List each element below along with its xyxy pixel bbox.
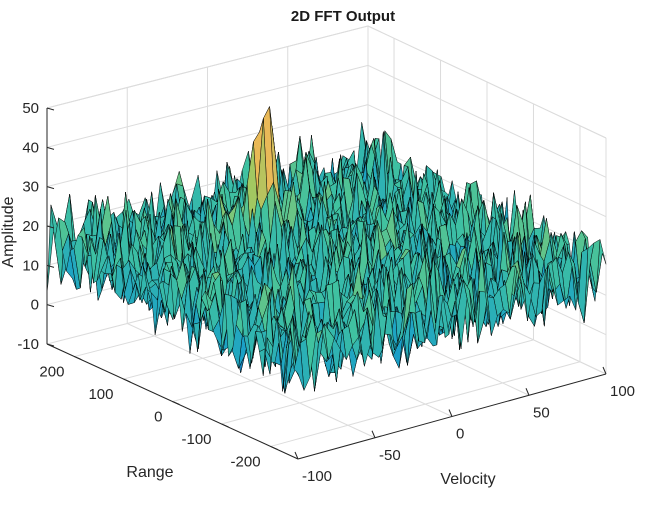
x-tick <box>602 366 607 375</box>
x-tick-label: 0 <box>456 426 464 443</box>
y-tick <box>123 378 131 383</box>
x-tick <box>448 409 453 417</box>
y-tick <box>270 445 278 450</box>
chart-title: 2D FFT Output <box>291 8 395 25</box>
grid-line <box>221 339 534 425</box>
z-tick <box>46 146 55 150</box>
grid-line <box>367 64 607 178</box>
grid-line <box>46 104 369 188</box>
axes: -100-50050100-200-1000100200-10010203040… <box>17 100 635 485</box>
box-edge <box>46 25 369 109</box>
z-tick-label: 50 <box>22 100 39 117</box>
y-tick-label: -200 <box>231 453 261 470</box>
y-tick <box>74 356 82 361</box>
y-tick <box>221 423 229 428</box>
y-axis-label: Range <box>126 464 173 481</box>
y-tick <box>172 401 180 405</box>
z-tick <box>46 107 55 111</box>
x-tick <box>525 388 530 396</box>
x-tick-label: 100 <box>610 383 635 400</box>
z-tick-label: 10 <box>22 257 39 274</box>
x-tick-label: -50 <box>379 447 401 464</box>
z-tick <box>46 343 55 347</box>
grid-line <box>46 64 369 148</box>
y-tick-label: -100 <box>181 431 211 448</box>
y-tick-label: 200 <box>39 364 64 381</box>
box-edge <box>367 25 607 139</box>
z-tick-label: 20 <box>22 218 39 235</box>
grid-line <box>367 104 607 218</box>
z-tick <box>46 304 55 308</box>
x-tick <box>294 451 299 460</box>
z-tick <box>46 264 55 268</box>
z-tick-label: 30 <box>22 179 39 196</box>
surface-patch <box>293 342 305 391</box>
z-tick-label: 0 <box>31 297 39 314</box>
x-tick <box>371 430 376 438</box>
z-tick-label: 40 <box>22 139 39 156</box>
x-tick-label: -100 <box>302 468 332 485</box>
y-tick-label: 100 <box>88 386 113 403</box>
x-tick-label: 50 <box>533 404 550 421</box>
z-axis-label: Amplitude <box>0 196 17 267</box>
y-tick-label: 0 <box>154 409 162 426</box>
z-tick-label: -10 <box>17 336 39 353</box>
fft-surface <box>46 106 607 394</box>
z-tick <box>46 225 55 229</box>
z-tick <box>46 186 55 190</box>
grid-line <box>270 361 581 447</box>
x-axis-label: Velocity <box>440 471 495 488</box>
